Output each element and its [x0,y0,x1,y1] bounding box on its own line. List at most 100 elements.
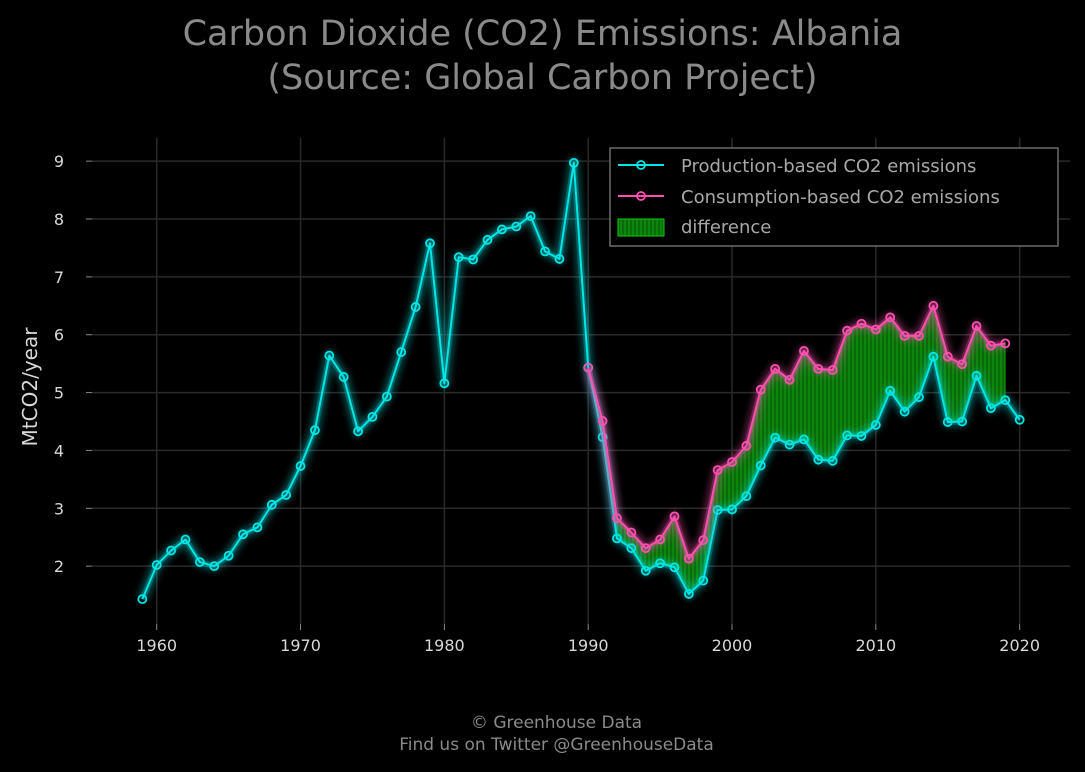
production-point [626,543,637,554]
production-point [511,221,522,232]
production-point [727,504,737,515]
consumption-point [741,440,752,451]
production-point [842,430,852,441]
consumption-point [626,527,637,538]
production-point [957,416,968,427]
x-tick-label: 1980 [424,636,465,655]
consumption-point [957,359,968,370]
y-tick-label: 6 [54,326,64,345]
production-point [453,252,464,263]
production-point [971,370,982,381]
production-point [856,431,867,441]
legend-item-difference: difference [617,217,771,238]
production-point [741,491,752,502]
consumption-point [712,465,723,476]
production-point [640,565,651,576]
x-tick-label: 1970 [280,636,321,655]
production-point [209,561,220,572]
production-point [525,211,536,222]
production-point [396,347,407,357]
consumption-point [612,513,622,524]
production-point [381,391,392,402]
x-tick-label: 1960 [136,636,177,655]
x-tick-label: 2000 [712,636,753,655]
footer-twitter: Find us on Twitter @GreenhouseData [399,735,714,755]
production-point [367,411,378,422]
production-point [698,575,709,586]
footer-copyright: © Greenhouse Data [470,713,643,733]
production-point [194,557,205,567]
y-tick-label: 7 [54,268,64,287]
production-point [928,351,939,362]
consumption-point [942,351,953,362]
legend-item-consumption: Consumption-based CO2 emissions [618,187,1000,208]
consumption-point [583,362,594,373]
consumption-point [914,330,924,341]
consumption-point [928,300,939,311]
production-point [870,420,881,430]
consumption-point [827,365,838,375]
consumption-point [784,374,795,385]
y-tick-label: 3 [54,499,64,518]
production-point [799,434,809,445]
production-point [985,403,996,414]
production-point [439,378,450,389]
production-point [899,406,910,417]
consumption-point [727,457,737,467]
legend-label-consumption: Consumption-based CO2 emissions [681,187,1000,208]
production-point [223,550,234,561]
consumption-point [770,363,781,374]
production-point [669,562,680,573]
consumption-point [971,321,982,331]
consumption-point [755,384,766,395]
legend-item-production: Production-based CO2 emissions [618,156,976,177]
consumption-point [985,340,996,351]
production-point [554,254,565,264]
production-point [238,529,248,540]
production-point [425,238,435,249]
x-tick-label: 2020 [999,636,1040,655]
production-point [770,432,781,443]
production-point [612,533,622,544]
production-point [1000,395,1011,405]
production-point [353,426,363,437]
y-tick-label: 2 [54,557,64,576]
consumption-point [799,346,809,356]
production-point [252,522,263,533]
y-tick-label: 5 [54,384,64,403]
production-point [266,499,277,510]
production-point [1014,414,1025,425]
production-point [942,417,953,427]
production-point [496,224,507,235]
x-tick-label: 2010 [855,636,896,655]
production-point [784,439,795,450]
x-tick-label: 1990 [568,636,609,655]
y-tick-label: 4 [54,441,64,460]
production-point [813,454,824,465]
production-point [338,372,349,382]
consumption-point [899,330,910,341]
production-point [151,560,162,570]
production-point [281,490,292,500]
chart-subtitle: (Source: Global Carbon Project) [267,58,818,98]
legend: Production-based CO2 emissions Consumpti… [609,147,1059,247]
consumption-point [597,416,608,426]
legend-label-production: Production-based CO2 emissions [681,156,976,177]
consumption-point [813,363,824,374]
production-point [827,455,838,466]
consumption-point [640,543,651,554]
production-point [295,461,306,471]
consumption-point [885,312,896,323]
production-point [410,302,421,312]
consumption-point [683,553,694,564]
axes: 1960 1970 1980 1990 2000 2010 2020 2 3 4 5 6 7 8 9 [54,152,1040,655]
consumption-point [870,324,881,335]
chart-title: Carbon Dioxide (CO2) Emissions: Albania [182,14,903,54]
production-point [683,589,694,599]
consumption-point [655,534,666,545]
emissions-chart: 1960 1970 1980 1990 2000 2010 2020 2 3 4 5 6 7 8 9 MtC… [18,138,1070,655]
production-point [755,460,766,471]
production-point [166,545,177,556]
production-point [468,254,479,265]
legend-label-difference: difference [681,217,771,238]
